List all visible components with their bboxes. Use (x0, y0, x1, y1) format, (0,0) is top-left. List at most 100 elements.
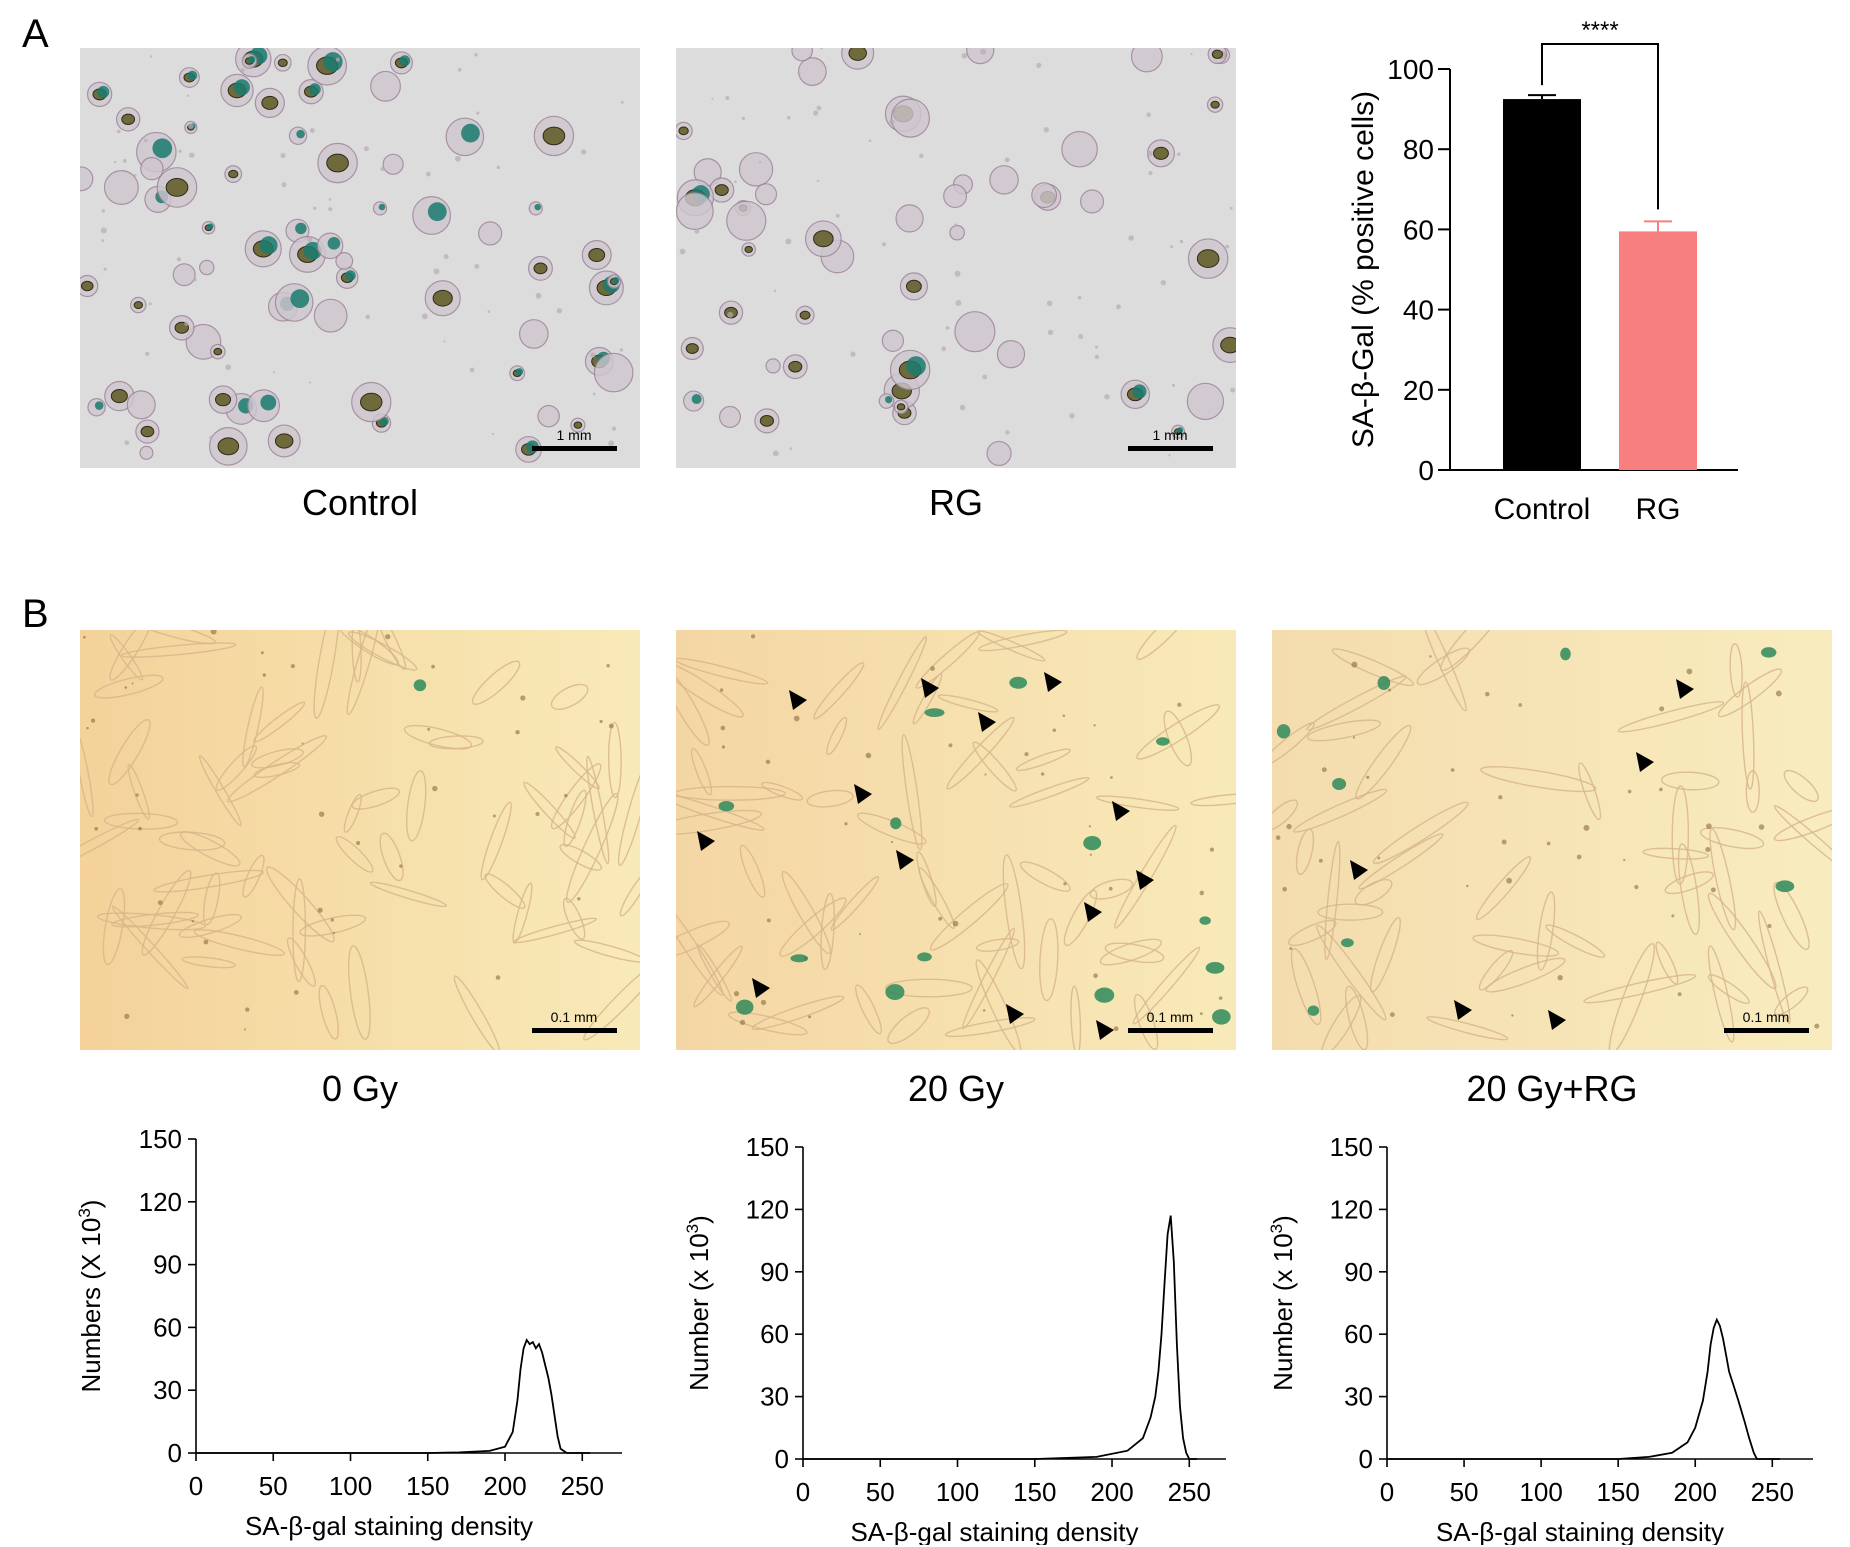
panel-letter-b: B (22, 592, 49, 636)
cell (1321, 994, 1362, 1050)
debris (385, 634, 391, 640)
debris (1170, 245, 1174, 249)
debris (1775, 690, 1782, 697)
cell (718, 405, 742, 428)
cell (1306, 719, 1382, 742)
panel-letter-a: A (22, 12, 49, 56)
stain-spot (308, 83, 321, 96)
cell (962, 927, 1016, 1030)
cell (1358, 833, 1444, 890)
cell-nucleus (274, 433, 294, 449)
cell (108, 719, 151, 786)
stain-spot (906, 356, 926, 376)
cell (754, 183, 778, 206)
stain-spot (1009, 676, 1028, 689)
debris (328, 207, 333, 212)
cell (559, 843, 603, 871)
debris (1767, 923, 1772, 928)
debris (816, 105, 822, 111)
debris (306, 236, 313, 242)
cell (918, 867, 956, 930)
cell (120, 642, 237, 658)
cell (1642, 847, 1710, 860)
arrowhead-icon (1136, 870, 1154, 890)
debris (317, 907, 323, 913)
cell (226, 734, 328, 803)
stain-spot (1083, 835, 1102, 851)
cell-nucleus (588, 248, 606, 263)
cell (471, 660, 521, 705)
debris (1627, 789, 1632, 794)
debris (889, 119, 895, 125)
y-axis-label: Number (x 103) (1267, 1215, 1298, 1391)
debris (1282, 886, 1287, 892)
cell (797, 57, 827, 86)
cell-nucleus (573, 421, 583, 429)
debris (191, 920, 195, 923)
cell (890, 98, 930, 138)
y-tick-label: 150 (746, 1132, 789, 1162)
debris (293, 990, 299, 995)
cell (379, 832, 404, 882)
debris (1218, 996, 1223, 1000)
stain-spot (399, 55, 411, 67)
debris (496, 165, 501, 170)
y-tick-label: 60 (1344, 1319, 1373, 1349)
cell (1063, 889, 1098, 947)
debris (122, 158, 127, 163)
debris (535, 292, 542, 299)
debris (443, 254, 449, 260)
debris (443, 340, 446, 343)
cell (1426, 1016, 1509, 1041)
y-tick-label: 0 (775, 1444, 789, 1474)
cell (80, 730, 94, 818)
cell-nucleus (1210, 100, 1220, 109)
cell (172, 263, 196, 287)
stain-spot (461, 123, 480, 143)
cell (1664, 871, 1714, 895)
scale-bar-label: 0.1 mm (1147, 1009, 1194, 1025)
debris (1318, 858, 1323, 863)
cell (335, 252, 354, 270)
debris (101, 239, 105, 242)
cell (607, 721, 622, 799)
debris (1043, 127, 1050, 133)
cell-nucleus (360, 392, 383, 412)
cell (292, 878, 307, 983)
debris (1024, 752, 1029, 757)
arrowhead-icon (1044, 672, 1062, 692)
cell (109, 630, 152, 681)
x-tick-label: Control (1494, 493, 1591, 526)
cell (1095, 795, 1180, 811)
cell (370, 70, 401, 102)
micrograph-control: 1 mm (80, 48, 640, 468)
debris (133, 173, 137, 177)
debris (592, 392, 596, 396)
cell (765, 358, 781, 374)
debris (1052, 728, 1057, 732)
stain-spot (1775, 880, 1795, 893)
stain-spot (323, 52, 343, 72)
debris (1659, 706, 1665, 712)
debris (103, 267, 107, 271)
debris (619, 348, 624, 352)
y-tick-label: 20 (1403, 375, 1434, 406)
scale-bar-label: 0.1 mm (551, 1009, 598, 1025)
debris (433, 268, 440, 275)
cell (1295, 828, 1315, 875)
cell (286, 937, 316, 987)
debris (760, 999, 767, 1006)
cell (351, 787, 401, 810)
cell (346, 630, 381, 716)
stain-spot (97, 85, 110, 99)
debris (694, 228, 700, 234)
y-tick-label: 80 (1403, 134, 1434, 165)
debris (1389, 1012, 1395, 1017)
cell (80, 818, 140, 872)
y-tick-label: 30 (1344, 1382, 1373, 1412)
cell (978, 630, 1068, 652)
debris (580, 149, 587, 155)
debris (945, 326, 950, 330)
cell (1136, 704, 1221, 760)
debris (520, 695, 526, 701)
